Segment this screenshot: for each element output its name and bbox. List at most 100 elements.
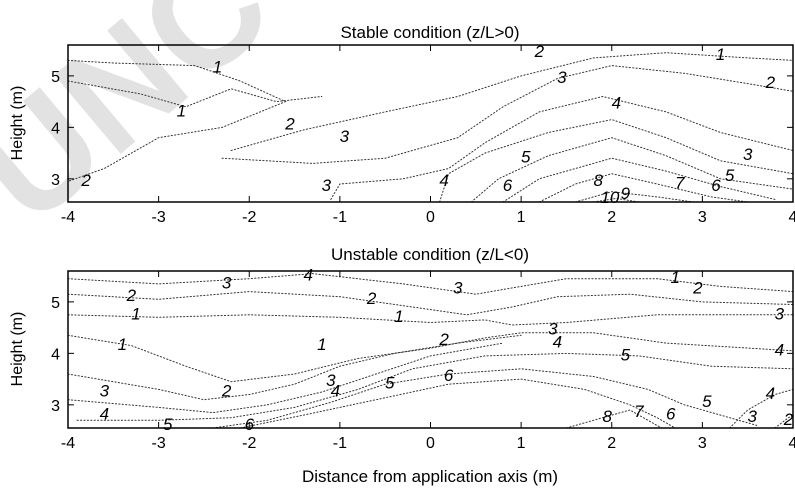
contour-level-label: 4 (303, 266, 312, 285)
x-tick-label: 2 (607, 435, 616, 452)
contour-line (575, 191, 694, 203)
y-tick-label: 3 (51, 172, 60, 189)
stable-y-axis-label: Height (m) (9, 86, 26, 161)
contour-level-label: 3 (100, 381, 110, 400)
x-tick-label: 4 (789, 435, 795, 452)
stable-panel-title: Stable condition (z/L>0) (340, 23, 519, 42)
contour-level-label: 1 (131, 304, 140, 323)
contour-level-label: 3 (548, 320, 558, 339)
x-tick-label: -2 (242, 435, 256, 452)
contour-level-label: 5 (163, 415, 173, 434)
contour-level-label: 6 (666, 405, 676, 424)
contour-line (221, 65, 794, 164)
x-tick-label: 1 (517, 435, 526, 452)
contour-line (565, 409, 663, 429)
contour-level-label: 7 (675, 173, 685, 192)
contour-level-label: 1 (317, 335, 326, 354)
x-tick-label: -3 (152, 209, 166, 226)
contour-line (593, 197, 640, 203)
contour-level-label: 2 (692, 278, 703, 297)
y-tick-label: 5 (51, 295, 60, 312)
contour-line (470, 137, 794, 203)
contour-level-label: 3 (322, 176, 332, 195)
contour-level-label: 3 (340, 127, 350, 146)
contour-level-label: 4 (775, 340, 784, 359)
contour-level-label: 2 (534, 42, 545, 61)
x-tick-label: -4 (61, 209, 75, 226)
contour-level-label: 9 (621, 184, 631, 203)
contour-level-label: 2 (783, 410, 794, 429)
contour-level-label: 5 (702, 392, 712, 411)
x-axis-label: Distance from application axis (m) (302, 467, 558, 486)
contour-level-label: 4 (612, 94, 621, 113)
contour-line (212, 368, 758, 429)
y-tick-label: 4 (51, 346, 60, 363)
contour-level-label: 2 (438, 330, 449, 349)
contour-level-label: 2 (284, 114, 295, 133)
contour-level-label: 2 (80, 171, 91, 190)
contour-line (67, 342, 504, 414)
contour-level-label: 2 (221, 381, 232, 400)
contour-level-label: 8 (593, 171, 603, 190)
contour-line (67, 80, 323, 108)
contour-level-label: 4 (331, 381, 340, 400)
x-tick-label: -1 (333, 209, 347, 226)
y-tick-label: 4 (51, 120, 60, 137)
y-tick-label: 5 (51, 69, 60, 86)
contour-level-label: 5 (621, 345, 631, 364)
unstable-contour-lines (67, 273, 794, 429)
stable-x-ticks: -4 -3 -2 -1 0 1 2 3 4 (61, 45, 795, 226)
contour-level-label: 10 (600, 188, 619, 207)
contour-line (67, 59, 287, 182)
contour-level-label: 4 (553, 333, 562, 352)
x-tick-label: -4 (61, 435, 75, 452)
contour-level-label: 1 (670, 268, 679, 287)
contour-line (67, 273, 794, 295)
x-tick-label: -2 (242, 209, 256, 226)
stable-y-ticks: 3 4 5 (51, 69, 793, 189)
contour-level-label: 1 (394, 307, 403, 326)
contour-level-label: 1 (118, 335, 127, 354)
y-tick-label: 3 (51, 398, 60, 415)
unstable-panel-title: Unstable condition (z/L<0) (331, 245, 529, 264)
x-tick-label: 2 (607, 209, 616, 226)
x-tick-label: 1 (517, 209, 526, 226)
contour-line (538, 173, 749, 203)
contour-level-label: 3 (743, 145, 753, 164)
contour-line (67, 334, 522, 401)
contour-level-label: 6 (503, 176, 513, 195)
contour-level-label: 1 (716, 45, 725, 64)
contour-level-label: 2 (765, 73, 776, 92)
contour-line (502, 157, 776, 203)
x-tick-label: 3 (698, 435, 707, 452)
contour-level-label: 4 (100, 405, 109, 424)
contour-level-label: 3 (557, 68, 567, 87)
contour-level-label: 1 (177, 101, 186, 120)
contour-line (439, 119, 794, 203)
contour-line (330, 95, 794, 200)
contour-level-label: 3 (747, 407, 757, 426)
contour-level-label: 4 (766, 384, 775, 403)
x-tick-label: 4 (789, 209, 795, 226)
contour-level-label: 5 (725, 166, 735, 185)
unstable-y-axis-label: Height (m) (9, 312, 26, 387)
contour-level-label: 6 (711, 176, 721, 195)
contour-level-label: 2 (366, 289, 377, 308)
contour-level-label: 5 (385, 374, 395, 393)
x-tick-label: -1 (333, 435, 347, 452)
contour-level-label: 4 (439, 171, 448, 190)
x-tick-label: 0 (426, 209, 435, 226)
contour-line (67, 332, 794, 383)
contour-line (774, 414, 794, 429)
contour-level-label: 7 (634, 402, 644, 421)
contour-level-label: 2 (126, 286, 137, 305)
contour-level-label: 8 (602, 407, 612, 426)
contour-line (230, 52, 794, 151)
contour-level-label: 3 (326, 371, 336, 390)
contour-level-label: 6 (444, 366, 454, 385)
